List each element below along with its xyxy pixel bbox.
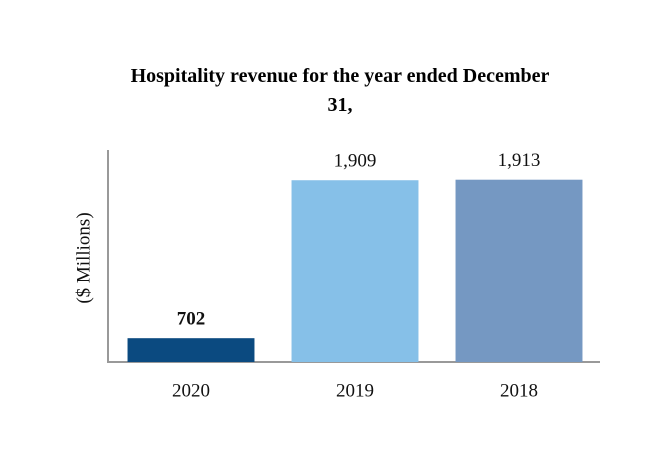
bar bbox=[291, 180, 419, 362]
y-axis-label: ($ Millions) bbox=[73, 212, 94, 303]
bar bbox=[127, 338, 255, 362]
value-label: 1,913 bbox=[498, 150, 541, 171]
chart-title: Hospitality revenue for the year ended D… bbox=[130, 65, 550, 116]
x-tick-label: 2019 bbox=[336, 380, 374, 401]
x-tick-label: 2018 bbox=[500, 380, 538, 401]
value-label: 702 bbox=[177, 309, 206, 330]
bar bbox=[455, 179, 583, 362]
x-tick-label: 2020 bbox=[172, 380, 210, 401]
value-label: 1,909 bbox=[334, 151, 377, 172]
